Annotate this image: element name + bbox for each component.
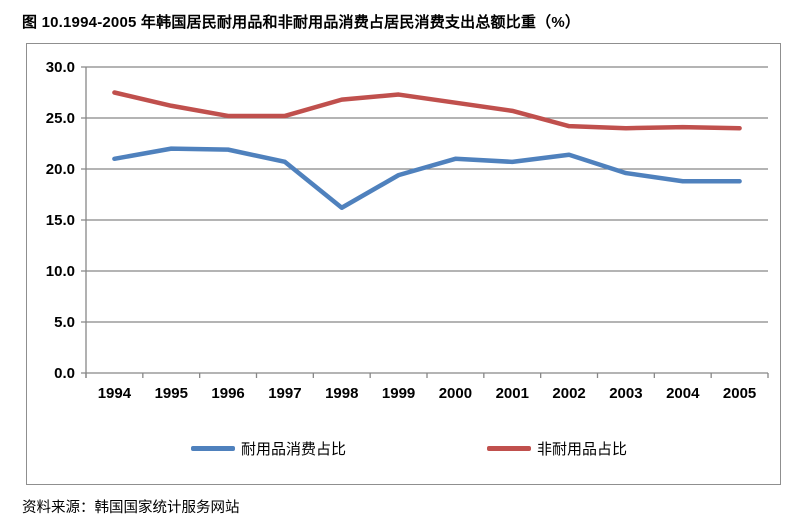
chart-container: 0.0 5.0 10.0 15.0 20.0 25.0 30.0 1994 1995 1996 19… (26, 43, 781, 485)
chart-legend: 耐用品消费占比 非耐用品占比 (27, 438, 780, 458)
y-tick-label: 15.0 (46, 212, 75, 229)
y-tick-label: 25.0 (46, 110, 75, 127)
x-tick-label: 2005 (723, 385, 756, 402)
y-tick-label: 5.0 (54, 314, 75, 331)
y-tick-label: 0.0 (54, 365, 75, 382)
y-tick-label: 20.0 (46, 161, 75, 178)
y-tick-label: 30.0 (46, 59, 75, 76)
source-note: 资料来源：韩国国家统计服务网站 (22, 500, 240, 516)
legend-label-nondurable: 非耐用品占比 (537, 440, 628, 458)
x-tick-label: 1999 (382, 385, 415, 402)
x-tick-label: 2000 (439, 385, 472, 402)
legend-label-durable: 耐用品消费占比 (241, 440, 347, 458)
x-tick-label: 1997 (268, 385, 301, 402)
x-tick-label: 2003 (609, 385, 642, 402)
x-tick-label: 2001 (496, 385, 529, 402)
x-tick-label: 1996 (211, 385, 244, 402)
chart-title: 图 10.1994-2005 年韩国居民耐用品和非耐用品消费占居民消费支出总额比… (22, 14, 581, 31)
series-line-1 (112, 90, 742, 131)
line-chart: 0.0 5.0 10.0 15.0 20.0 25.0 30.0 1994 1995 1996 19… (46, 59, 769, 402)
x-tick-label: 1994 (98, 385, 132, 402)
x-tick-label: 2004 (666, 385, 700, 402)
x-tick-label: 2002 (552, 385, 585, 402)
legend-item-durable: 耐用品消费占比 (191, 438, 346, 458)
x-tick-label: 1995 (155, 385, 188, 402)
nondurable-series-swatch (487, 445, 531, 451)
x-tick-label: 1998 (325, 385, 358, 402)
legend-item-nondurable: 非耐用品占比 (487, 438, 627, 458)
durable-series-swatch (191, 445, 235, 451)
series-line-0 (112, 146, 742, 211)
y-tick-label: 10.0 (46, 263, 75, 280)
